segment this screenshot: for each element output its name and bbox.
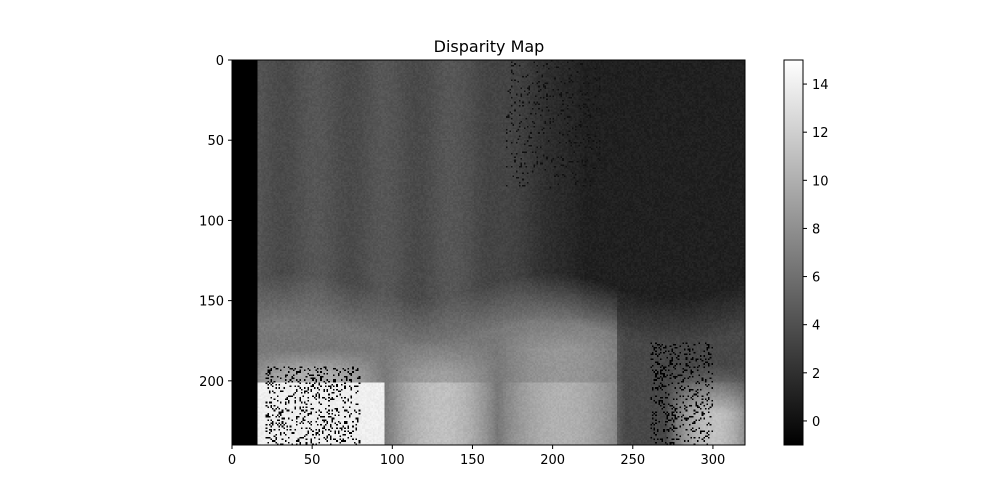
- x-tick-label: 50: [304, 453, 321, 468]
- colorbar-ticks: 0 2 4 6 8 10 12 14: [803, 78, 829, 430]
- colorbar-tick-label: 4: [812, 319, 820, 334]
- x-tick-label: 300: [701, 453, 726, 468]
- colorbar-tick-label: 0: [812, 415, 820, 430]
- disparity-image-container: [232, 60, 745, 445]
- x-axis: 0 50 100 150 200 250 300: [228, 445, 725, 468]
- y-tick-label: 0: [216, 54, 224, 69]
- x-tick-label: 200: [540, 453, 565, 468]
- y-tick-label: 50: [207, 134, 224, 149]
- colorbar-tick-label: 10: [812, 174, 829, 189]
- x-tick-label: 100: [380, 453, 405, 468]
- y-axis: 0 50 100 150 200: [199, 54, 232, 390]
- y-tick-label: 150: [199, 295, 224, 310]
- colorbar-tick-label: 12: [812, 126, 829, 141]
- colorbar-tick-label: 8: [812, 222, 820, 237]
- colorbar-tick-label: 6: [812, 271, 820, 286]
- chart-title: Disparity Map: [434, 37, 545, 56]
- colorbar-gradient: [783, 59, 804, 446]
- x-tick-label: 150: [460, 453, 485, 468]
- y-tick-label: 100: [199, 214, 224, 229]
- disparity-heatmap: [232, 60, 745, 445]
- colorbar-tick-label: 14: [812, 78, 829, 93]
- colorbar-tick-label: 2: [812, 367, 820, 382]
- plot-frame: [231, 59, 746, 446]
- plot-area: [231, 59, 746, 446]
- colorbar: 0 2 4 6 8 10 12 14: [783, 59, 829, 446]
- x-tick-label: 250: [620, 453, 645, 468]
- x-tick-label: 0: [228, 453, 236, 468]
- y-tick-label: 200: [199, 375, 224, 390]
